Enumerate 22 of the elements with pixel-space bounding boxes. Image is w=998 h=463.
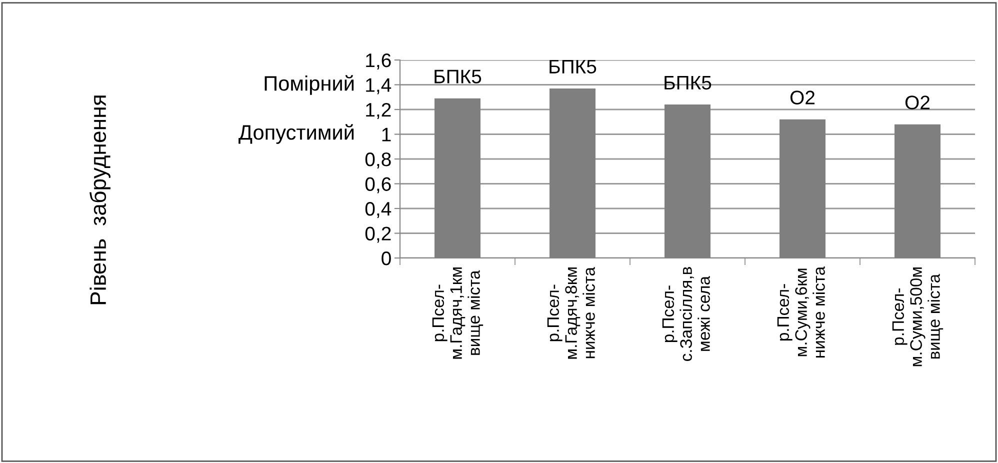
annotation: O2 bbox=[790, 90, 814, 104]
x-tick-label: р.Псел- м.Гадяч,8км нижче міста bbox=[547, 266, 595, 359]
x-tick-label: р.Псел- с.Запсілля,в межі села bbox=[662, 267, 710, 361]
y-tick-label: 1,4 bbox=[366, 78, 392, 94]
text: Рівень забруднення bbox=[90, 96, 110, 304]
y-tick-label: 0,8 bbox=[365, 152, 391, 169]
x-tick-label: р.Псел- м.Гадяч,1км вище міста bbox=[432, 267, 484, 359]
annotation: O2 bbox=[905, 96, 930, 110]
text: Помірний bbox=[264, 75, 354, 95]
y-tick-label: 1,2 bbox=[366, 102, 391, 120]
y-tick-label: 0,4 bbox=[365, 202, 392, 218]
text: Допустимий bbox=[238, 124, 354, 144]
x-tick-label: р.Псел- м.Суми,500м вище міста bbox=[892, 267, 944, 366]
y-tick-label: 1,6 bbox=[366, 53, 391, 70]
y-tick-label: 0,6 bbox=[365, 177, 391, 194]
annotation: БПК5 bbox=[664, 76, 712, 90]
x-tick-label: р.Псел- м.Суми,6км нижче міста bbox=[777, 266, 825, 358]
y-tick-label: 0,2 bbox=[365, 226, 391, 243]
y-tick-label: 1 bbox=[382, 128, 391, 142]
annotation: БПК5 bbox=[550, 60, 596, 74]
annotation: БПК5 bbox=[434, 70, 482, 84]
y-tick-label: 0 bbox=[382, 251, 391, 266]
